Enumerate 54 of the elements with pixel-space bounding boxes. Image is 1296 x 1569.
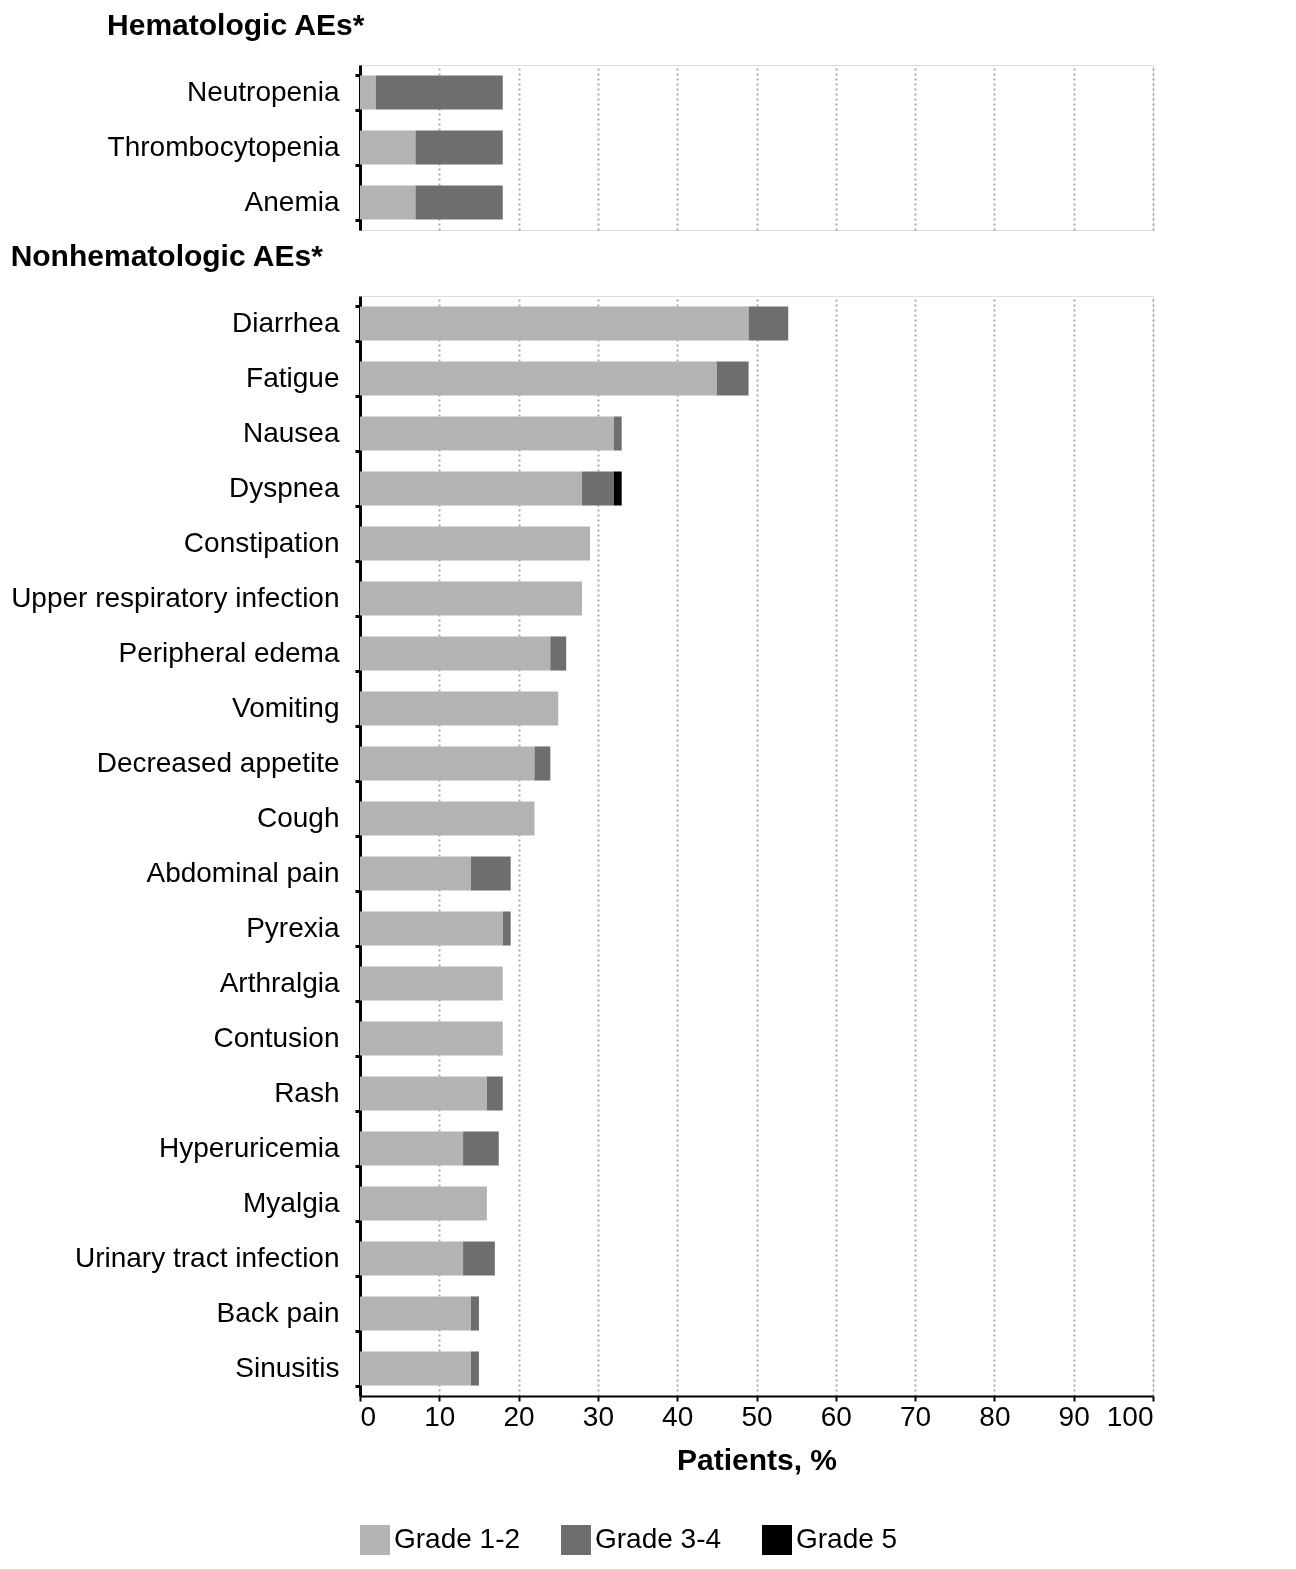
x-tick-label: 0 — [360, 1400, 377, 1432]
y-tick-label: Decreased appetite — [96, 747, 340, 778]
bar — [582, 471, 614, 506]
bar — [613, 471, 622, 506]
y-tick-label: Cough — [256, 802, 340, 833]
legend-label: Grade 5 — [796, 1523, 898, 1554]
x-tick-label: 90 — [1058, 1400, 1090, 1432]
x-tick-label: 100 — [1106, 1400, 1154, 1432]
x-tick-label: 20 — [503, 1400, 535, 1432]
bar — [463, 1241, 495, 1276]
bar — [471, 1351, 479, 1386]
y-tick-label: Neutropenia — [186, 76, 340, 107]
x-tick-label: 40 — [662, 1400, 694, 1432]
x-tick-label: 60 — [820, 1400, 852, 1432]
legend-label: Grade 1-2 — [394, 1523, 521, 1554]
x-tick-label: 50 — [741, 1400, 773, 1432]
x-axis-title: Patients, % — [676, 1442, 838, 1476]
x-tick-label: 70 — [900, 1400, 932, 1432]
bar — [534, 746, 551, 781]
y-tick-label: Thrombocytopenia — [107, 131, 340, 162]
y-tick-label: Abdominal pain — [146, 857, 340, 888]
y-tick-label: Rash — [274, 1077, 340, 1108]
bar — [748, 306, 789, 341]
chart-title: Hematologic AEs* — [107, 8, 365, 41]
y-tick-label: Sinusitis — [235, 1352, 340, 1383]
bar — [471, 856, 511, 891]
bar — [471, 1296, 479, 1331]
y-tick-label: Anemia — [244, 186, 340, 217]
y-tick-label: Dyspnea — [228, 472, 340, 503]
y-tick-label: Urinary tract infection — [74, 1242, 340, 1273]
y-tick-label: Hyperuricemia — [159, 1132, 340, 1163]
y-tick-label: Arthralgia — [219, 967, 340, 998]
x-tick-label: 30 — [582, 1400, 614, 1432]
y-tick-label: Fatigue — [246, 362, 340, 393]
bar — [550, 636, 567, 671]
y-tick-label: Diarrhea — [232, 307, 340, 338]
chart-title: Nonhematologic AEs* — [10, 239, 324, 272]
y-tick-label: Constipation — [183, 527, 340, 558]
x-tick-label: 80 — [979, 1400, 1011, 1432]
y-tick-label: Vomiting — [232, 692, 340, 723]
bar — [502, 911, 511, 946]
x-tick-label: 10 — [424, 1400, 456, 1432]
y-tick-label: Peripheral edema — [118, 637, 340, 668]
bar — [613, 416, 622, 451]
legend-label: Grade 3-4 — [595, 1523, 722, 1554]
bar — [716, 361, 749, 396]
y-tick-label: Upper respiratory infection — [11, 582, 340, 613]
y-tick-label: Nausea — [242, 417, 340, 448]
bar — [463, 1131, 499, 1166]
y-tick-label: Myalgia — [243, 1187, 340, 1218]
bar — [486, 1076, 503, 1111]
y-tick-label: Contusion — [213, 1022, 340, 1053]
y-tick-label: Back pain — [216, 1297, 340, 1328]
y-tick-label: Pyrexia — [246, 912, 340, 943]
